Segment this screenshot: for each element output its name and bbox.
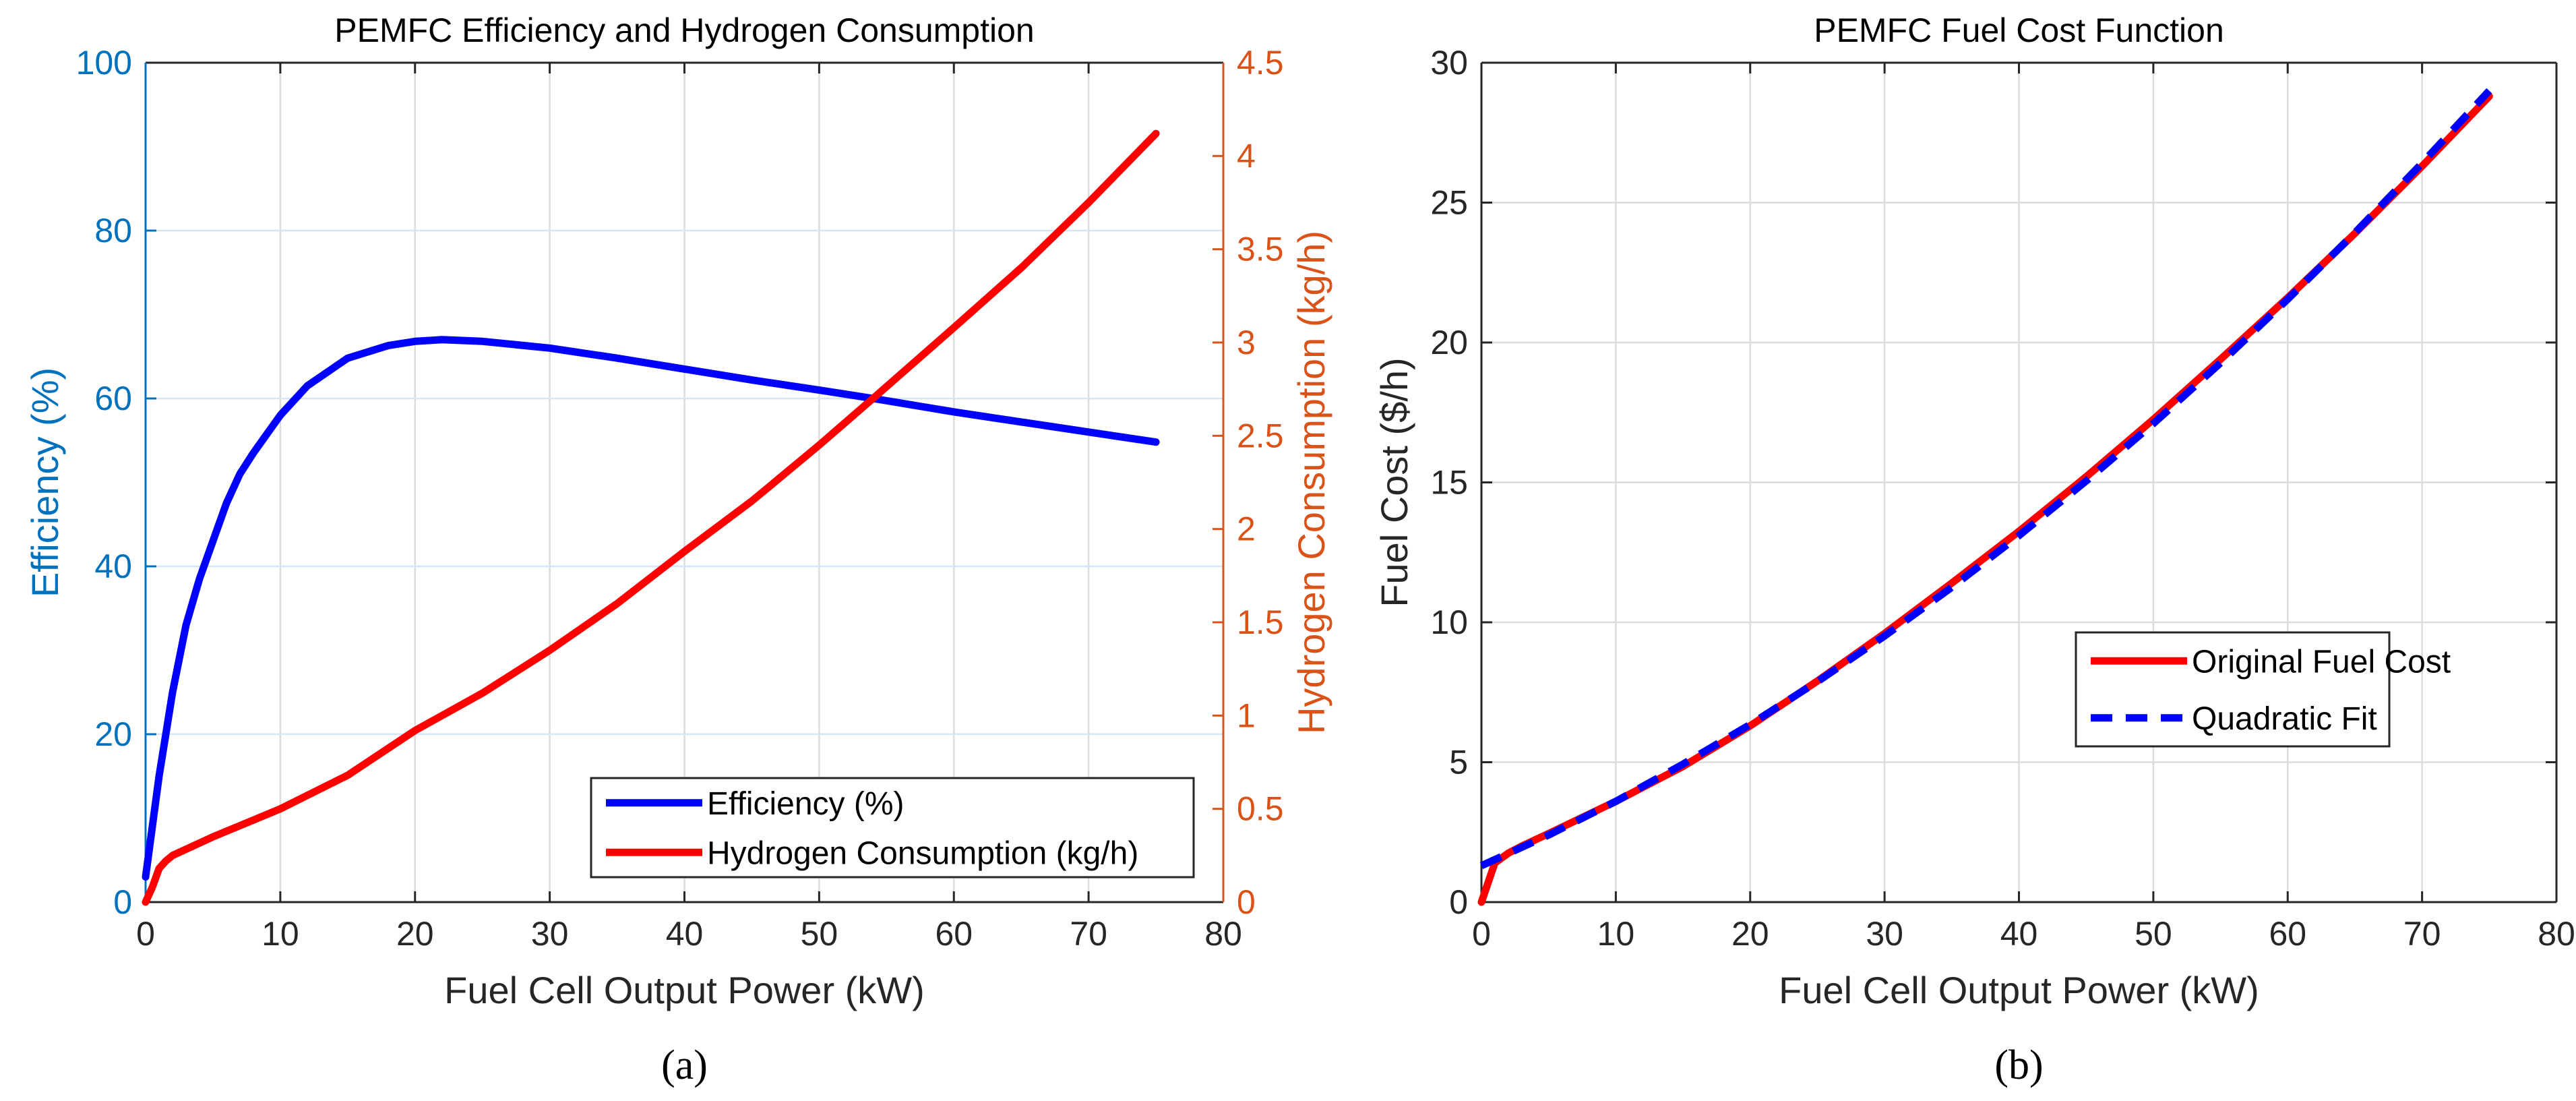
- series-line-quadratic-fit: [1479, 88, 2492, 870]
- y-right-tick-label: 0: [1237, 883, 1256, 921]
- y-right-tick-label: 2: [1237, 510, 1256, 548]
- x-tick-label: 80: [2538, 915, 2575, 953]
- y-tick-label: 15: [1430, 464, 1468, 502]
- y-right-tick-label: 2.5: [1237, 417, 1284, 454]
- x-tick-label: 10: [1597, 915, 1635, 953]
- y-tick-label: 0: [113, 883, 132, 921]
- chart-panel-a: 0 10 20 30 40 50 60 70 8002040608010000.511.522.…: [24, 11, 1332, 1088]
- chart-title: PEMFC Fuel Cost Function: [1814, 11, 2224, 49]
- x-tick-label: 60: [2269, 915, 2306, 953]
- x-tick-label: 80: [1204, 915, 1242, 953]
- legend-entry: Original Fuel Cost: [2192, 644, 2451, 680]
- x-tick-label: 60: [935, 915, 973, 953]
- y-right-tick-label: 1: [1237, 696, 1256, 734]
- y-tick-label: 20: [1430, 324, 1468, 361]
- x-tick-label: 50: [2135, 915, 2172, 953]
- x-tick-label: 40: [2000, 915, 2038, 953]
- x-tick-label: 20: [396, 915, 434, 953]
- y-tick-label: 100: [76, 44, 132, 82]
- y-tick-label: 60: [94, 380, 132, 417]
- chart-title: PEMFC Efficiency and Hydrogen Consumptio…: [334, 11, 1034, 49]
- y-right-tick-label: 0.5: [1237, 790, 1284, 828]
- panel-label: (b): [1994, 1042, 2043, 1088]
- y-tick-label: 40: [94, 547, 132, 585]
- x-axis-label: Fuel Cell Output Power (kW): [444, 969, 925, 1011]
- x-tick-label: 40: [666, 915, 704, 953]
- x-axis-label: Fuel Cell Output Power (kW): [1779, 969, 2259, 1011]
- y-tick-label: 10: [1430, 603, 1468, 641]
- series-line-hydrogen-consumption-kg-h: [142, 129, 1160, 906]
- y-tick-label: 30: [1430, 44, 1468, 82]
- y-right-tick-label: 3: [1237, 324, 1256, 361]
- x-tick-label: 20: [1731, 915, 1769, 953]
- legend: Original Fuel Cost Quadratic Fit: [2075, 631, 2451, 748]
- y-tick-label: 5: [1449, 744, 1468, 781]
- chart-panel-b: 0 10 20 30 40 50 60 70 80 0 5 10 15 20 25 30 PEMFC Fuel …: [1373, 11, 2575, 1088]
- x-tick-label: 30: [531, 915, 569, 953]
- legend-entry: Efficiency (%): [707, 786, 904, 822]
- legend: Efficiency (%) Hydrogen Consumption (kg/h…: [590, 777, 1195, 879]
- y-right-tick-label: 3.5: [1237, 231, 1284, 268]
- legend-entry: Quadratic Fit: [2192, 701, 2377, 737]
- y-axis-label: Fuel Cost ($/h): [1373, 357, 1415, 607]
- x-tick-label: 70: [2403, 915, 2441, 953]
- x-tick-label: 70: [1070, 915, 1107, 953]
- y-tick-label: 25: [1430, 184, 1468, 222]
- x-tick-label: 30: [1866, 915, 1903, 953]
- x-tick-label: 0: [136, 915, 155, 953]
- x-tick-label: 10: [262, 915, 299, 953]
- legend-box: [2075, 631, 2391, 748]
- y-right-tick-label: 4.5: [1237, 44, 1284, 82]
- x-tick-label: 0: [1472, 915, 1491, 953]
- panel-label: (a): [661, 1042, 708, 1088]
- legend-box: [590, 777, 1195, 879]
- y-right-tick-label: 4: [1237, 137, 1256, 175]
- y-right-axis-label: Hydrogen Consumption (kg/h): [1290, 231, 1332, 734]
- y-tick-label: 20: [94, 715, 132, 753]
- legend-entry: Hydrogen Consumption (kg/h): [707, 835, 1138, 871]
- y-axis-label: Efficiency (%): [24, 367, 66, 597]
- y-right-tick-label: 1.5: [1237, 603, 1284, 641]
- y-tick-label: 0: [1449, 883, 1468, 921]
- x-tick-label: 50: [801, 915, 838, 953]
- y-tick-label: 80: [94, 212, 132, 249]
